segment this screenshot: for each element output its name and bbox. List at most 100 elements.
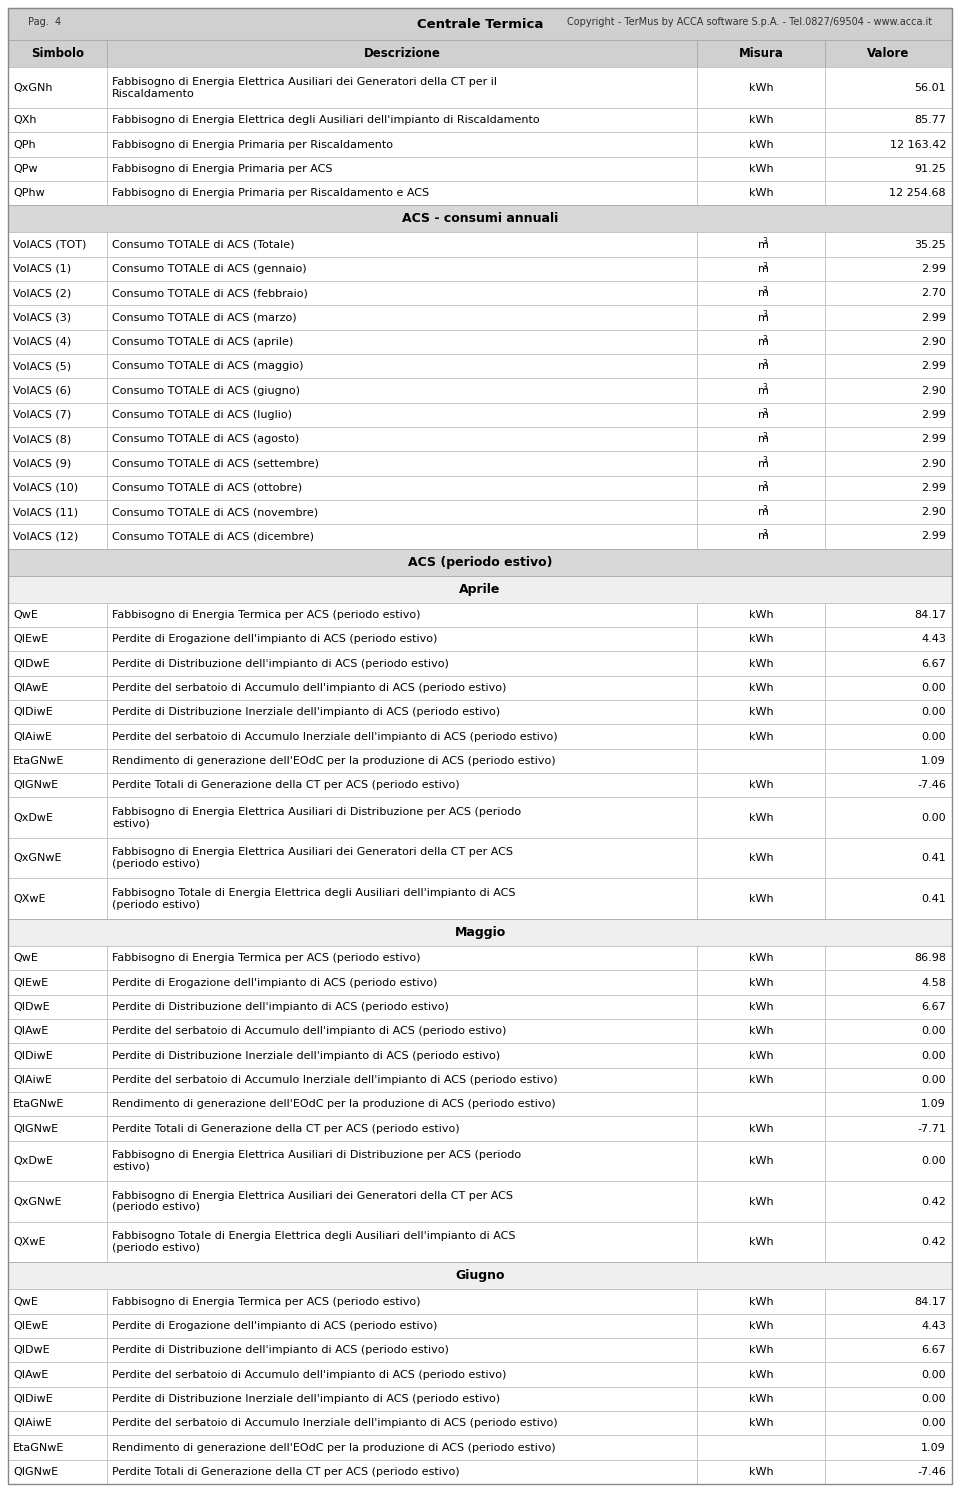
Text: 2.70: 2.70 [922, 289, 946, 298]
Text: m: m [758, 239, 769, 249]
Text: QIAwE: QIAwE [13, 683, 48, 692]
Text: Rendimento di generazione dell'EOdC per la produzione di ACS (periodo estivo): Rendimento di generazione dell'EOdC per … [112, 1442, 556, 1453]
Text: 6.67: 6.67 [922, 1346, 946, 1355]
Bar [825, 281, 952, 305]
Text: 0.00: 0.00 [922, 812, 946, 823]
Bar [108, 838, 697, 878]
Bar [825, 878, 952, 919]
Text: Fabbisogno di Energia Elettrica Ausiliari dei Generatori della CT per ACS
(perio: Fabbisogno di Energia Elettrica Ausiliar… [112, 847, 513, 869]
Text: VolACS (11): VolACS (11) [13, 507, 78, 517]
Text: QIEwE: QIEwE [13, 634, 48, 644]
Text: 2.99: 2.99 [921, 532, 946, 541]
Bar [825, 305, 952, 330]
Text: 86.98: 86.98 [914, 953, 946, 963]
Text: EtaGNwE: EtaGNwE [13, 756, 64, 767]
Text: kWh: kWh [749, 978, 773, 987]
Text: 4.43: 4.43 [922, 634, 946, 644]
Text: Consumo TOTALE di ACS (febbraio): Consumo TOTALE di ACS (febbraio) [112, 289, 308, 298]
Bar [8, 700, 108, 724]
Bar [8, 1092, 108, 1116]
Bar [825, 676, 952, 700]
Bar [8, 281, 108, 305]
Bar [825, 181, 952, 206]
Bar [8, 603, 108, 627]
Text: 0.42: 0.42 [922, 1237, 946, 1247]
Text: Rendimento di generazione dell'EOdC per la produzione di ACS (periodo estivo): Rendimento di generazione dell'EOdC per … [112, 1099, 556, 1110]
Text: QPw: QPw [13, 163, 37, 174]
Text: Fabbisogno di Energia Elettrica Ausiliari dei Generatori della CT per il
Riscald: Fabbisogno di Energia Elettrica Ausiliar… [112, 77, 497, 98]
Text: m: m [758, 337, 769, 346]
Text: Copyright - TerMus by ACCA software S.p.A. - Tel.0827/69504 - www.acca.it: Copyright - TerMus by ACCA software S.p.… [566, 17, 932, 27]
Text: kWh: kWh [749, 609, 773, 620]
Text: 85.77: 85.77 [914, 115, 946, 125]
Text: 0.00: 0.00 [922, 1027, 946, 1036]
Text: kWh: kWh [749, 659, 773, 668]
Bar [8, 257, 108, 281]
Bar [697, 1387, 825, 1411]
Bar [108, 1435, 697, 1459]
Bar [108, 402, 697, 426]
Bar [108, 354, 697, 378]
Bar [825, 68, 952, 107]
Bar [108, 1387, 697, 1411]
Bar [8, 878, 108, 919]
Text: 0.00: 0.00 [922, 708, 946, 717]
Bar [825, 500, 952, 525]
Text: QXh: QXh [13, 115, 36, 125]
Bar [108, 281, 697, 305]
Text: Fabbisogno di Energia Termica per ACS (periodo estivo): Fabbisogno di Energia Termica per ACS (p… [112, 1296, 420, 1306]
Bar [8, 1290, 108, 1314]
Bar [8, 748, 108, 773]
Bar [697, 947, 825, 971]
Text: Perdite di Distribuzione dell'impianto di ACS (periodo estivo): Perdite di Distribuzione dell'impianto d… [112, 1002, 449, 1012]
Bar [8, 1222, 108, 1263]
Text: kWh: kWh [749, 853, 773, 863]
Bar [108, 1222, 697, 1263]
Bar [108, 500, 697, 525]
Bar [825, 354, 952, 378]
Text: ACS - consumi annuali: ACS - consumi annuali [402, 212, 558, 225]
Bar [108, 68, 697, 107]
Text: 1.09: 1.09 [922, 1442, 946, 1453]
Bar [108, 1290, 697, 1314]
Text: Consumo TOTALE di ACS (luglio): Consumo TOTALE di ACS (luglio) [112, 410, 292, 420]
Text: EtaGNwE: EtaGNwE [13, 1099, 64, 1110]
Bar [108, 995, 697, 1019]
Bar [108, 133, 697, 157]
Bar [8, 133, 108, 157]
Bar [697, 500, 825, 525]
Text: QIGNwE: QIGNwE [13, 1123, 59, 1134]
Text: 2.99: 2.99 [921, 482, 946, 493]
Bar [825, 724, 952, 748]
Bar [697, 652, 825, 676]
Bar [8, 476, 108, 500]
Bar [825, 233, 952, 257]
Text: 0.00: 0.00 [922, 732, 946, 741]
Bar [825, 1435, 952, 1459]
Text: kWh: kWh [749, 634, 773, 644]
Bar [825, 947, 952, 971]
Text: Perdite del serbatoio di Accumulo Inerziale dell'impianto di ACS (periodo estivo: Perdite del serbatoio di Accumulo Inerzi… [112, 1075, 558, 1084]
Text: m: m [758, 507, 769, 517]
Text: Perdite Totali di Generazione della CT per ACS (periodo estivo): Perdite Totali di Generazione della CT p… [112, 780, 460, 791]
Text: VolACS (4): VolACS (4) [13, 337, 71, 346]
Bar [697, 281, 825, 305]
Bar [697, 133, 825, 157]
Bar [108, 1067, 697, 1092]
Text: kWh: kWh [749, 83, 773, 92]
Text: 0.42: 0.42 [922, 1196, 946, 1207]
Text: QPh: QPh [13, 139, 36, 150]
Text: QwE: QwE [13, 609, 37, 620]
Bar [108, 525, 697, 549]
Bar [697, 748, 825, 773]
Text: VolACS (10): VolACS (10) [13, 482, 78, 493]
Text: QIDiwE: QIDiwE [13, 1051, 53, 1060]
Bar [8, 1387, 108, 1411]
Bar [825, 603, 952, 627]
Bar [108, 652, 697, 676]
Bar [825, 1459, 952, 1483]
Text: QXwE: QXwE [13, 894, 45, 904]
Text: Fabbisogno Totale di Energia Elettrica degli Ausiliari dell'impianto di ACS
(per: Fabbisogno Totale di Energia Elettrica d… [112, 888, 516, 910]
Bar [825, 41, 952, 68]
Bar [697, 878, 825, 919]
